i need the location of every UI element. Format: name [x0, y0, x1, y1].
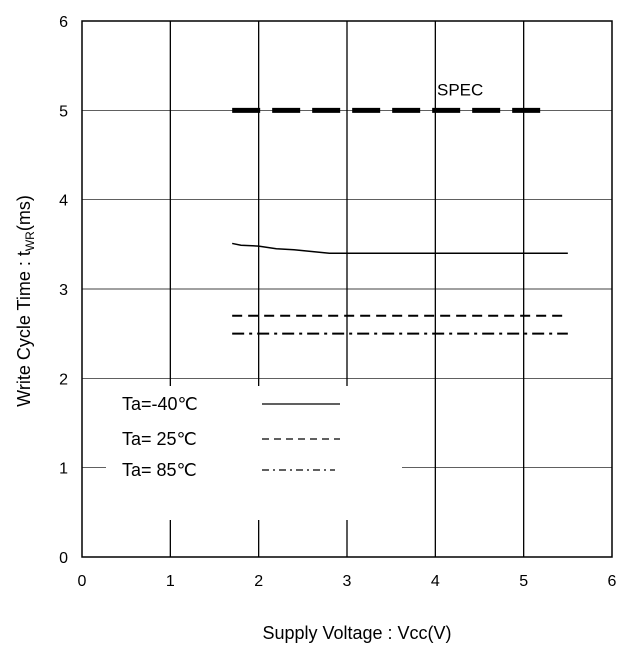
- y-tick-label: 6: [59, 14, 68, 31]
- x-tick-label: 4: [431, 573, 440, 590]
- legend-label-2: Ta= 25℃: [122, 429, 197, 449]
- y-tick-label: 3: [59, 282, 68, 299]
- y-tick-label: 5: [59, 103, 68, 120]
- legend-label-1: Ta=-40℃: [122, 394, 198, 414]
- x-tick-label: 0: [78, 573, 87, 590]
- legend-background: [106, 386, 402, 520]
- legend: Ta=-40℃ Ta= 25℃ Ta= 85℃: [122, 394, 340, 480]
- x-tick-label: 5: [519, 573, 528, 590]
- tick-labels: 0 1 2 3 4 5 6 0 1 2 3 4 5 6: [59, 14, 616, 590]
- y-tick-label: 0: [59, 550, 68, 567]
- legend-label-3: Ta= 85℃: [122, 460, 197, 480]
- x-tick-label: 6: [608, 573, 617, 590]
- legend-box: [106, 386, 402, 520]
- y-tick-label: 1: [59, 461, 68, 478]
- y-axis-title-main: Write Cycle Time : t: [14, 251, 34, 407]
- y-axis-title-subscript: WR: [23, 231, 37, 251]
- x-tick-label: 2: [254, 573, 263, 590]
- spec-label: SPEC: [437, 80, 483, 99]
- y-axis-title-unit: (ms): [14, 195, 34, 231]
- y-axis-title: Write Cycle Time : tWR(ms): [14, 195, 37, 407]
- plot-frame: [81, 20, 613, 558]
- y-tick-label: 2: [59, 371, 68, 388]
- y-tick-label: 4: [59, 193, 68, 210]
- series-layer: [232, 242, 568, 335]
- series-line-1: [232, 242, 568, 255]
- x-tick-label: 3: [343, 573, 352, 590]
- x-axis-title: Supply Voltage : Vcc(V): [262, 623, 451, 643]
- x-tick-label: 1: [166, 573, 175, 590]
- spec-layer: SPEC: [232, 80, 551, 113]
